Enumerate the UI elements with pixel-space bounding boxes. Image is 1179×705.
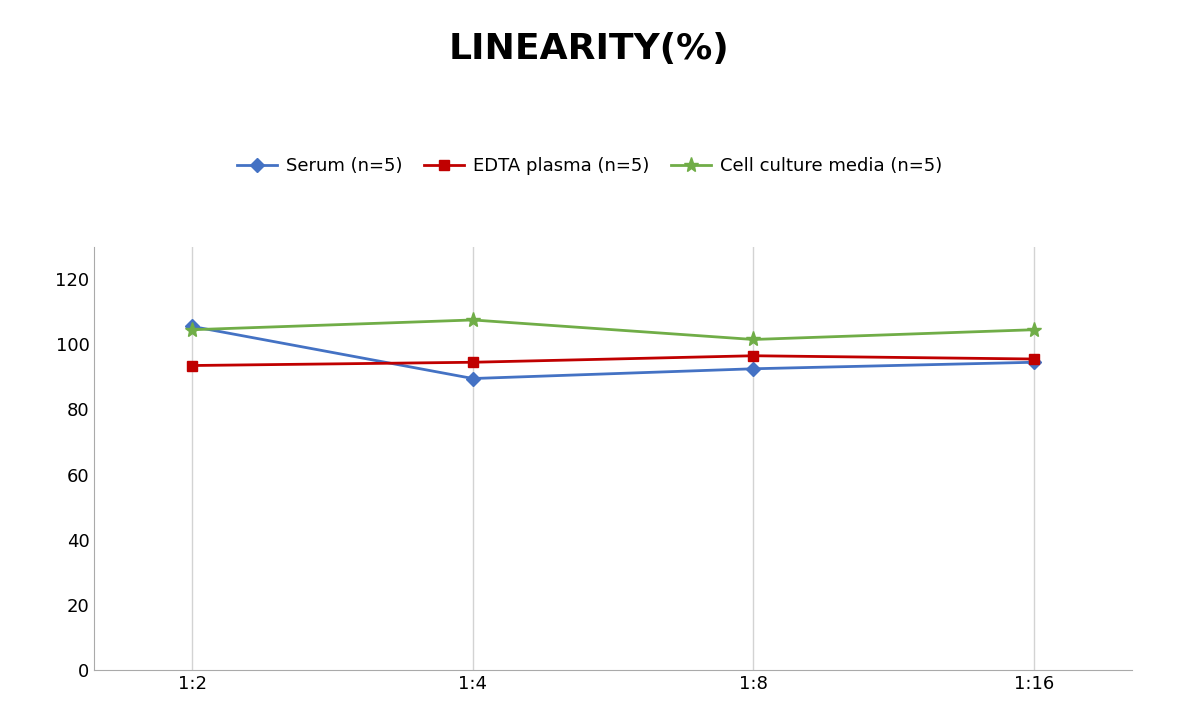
Line: Cell culture media (n=5): Cell culture media (n=5) bbox=[185, 312, 1041, 347]
EDTA plasma (n=5) bbox=[1027, 355, 1041, 363]
Cell culture media (n=5) bbox=[185, 326, 199, 334]
Serum (n=5) bbox=[466, 374, 480, 383]
Text: LINEARITY(%): LINEARITY(%) bbox=[449, 32, 730, 66]
Cell culture media (n=5) bbox=[746, 336, 760, 344]
Line: EDTA plasma (n=5): EDTA plasma (n=5) bbox=[187, 351, 1039, 370]
EDTA plasma (n=5) bbox=[466, 358, 480, 367]
Serum (n=5) bbox=[1027, 358, 1041, 367]
Serum (n=5) bbox=[185, 322, 199, 331]
Legend: Serum (n=5), EDTA plasma (n=5), Cell culture media (n=5): Serum (n=5), EDTA plasma (n=5), Cell cul… bbox=[230, 150, 949, 183]
EDTA plasma (n=5) bbox=[746, 352, 760, 360]
Cell culture media (n=5) bbox=[1027, 326, 1041, 334]
Cell culture media (n=5) bbox=[466, 316, 480, 324]
Line: Serum (n=5): Serum (n=5) bbox=[187, 321, 1039, 384]
EDTA plasma (n=5) bbox=[185, 361, 199, 369]
Serum (n=5) bbox=[746, 364, 760, 373]
